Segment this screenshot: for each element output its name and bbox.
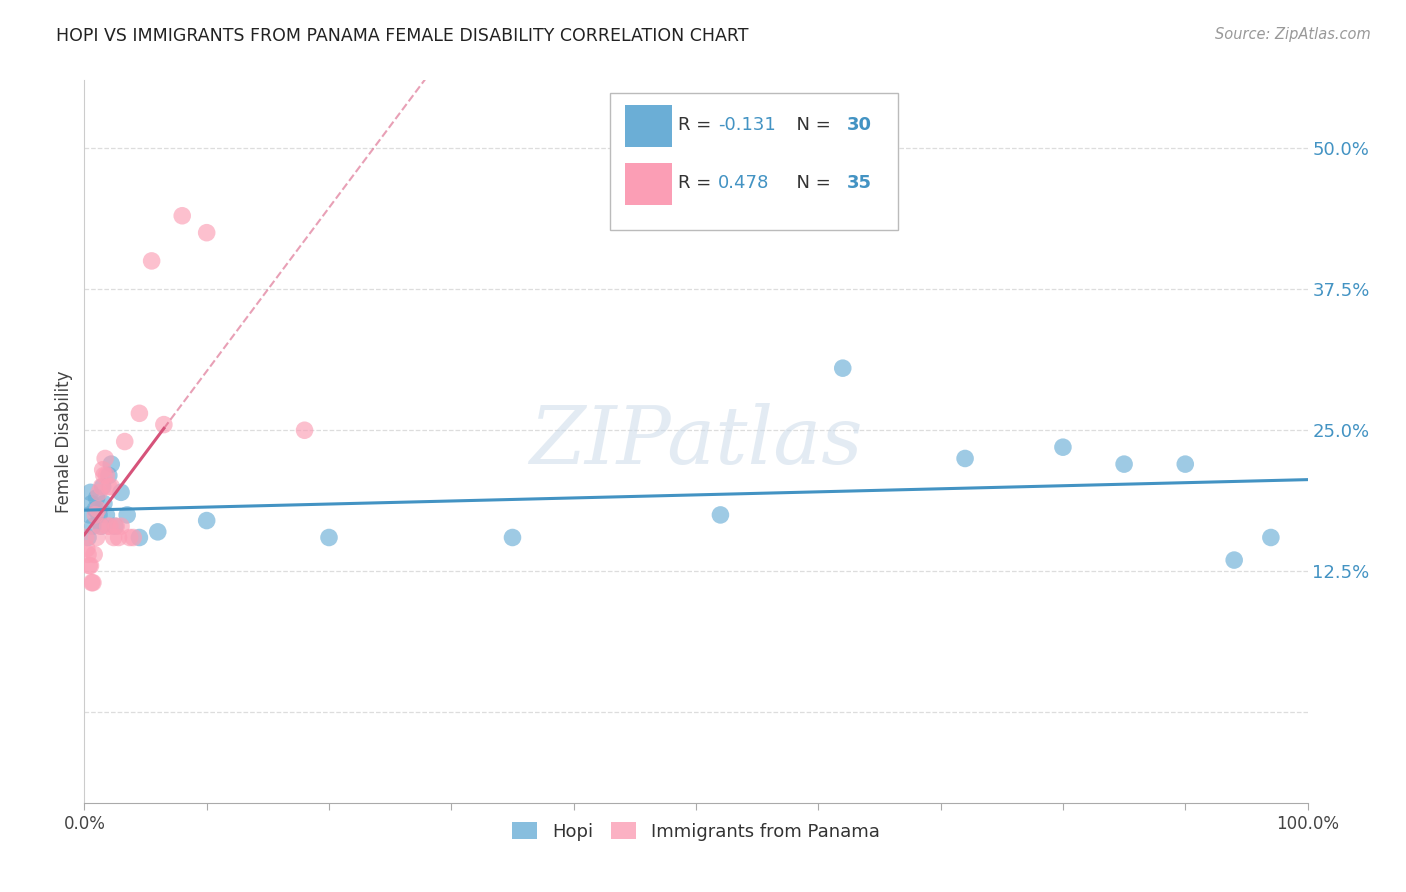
Text: N =: N = [786, 174, 837, 192]
Point [172, 209, 194, 223]
Point [77, 508, 100, 522]
Point [1223, 553, 1246, 567]
Point [103, 531, 125, 545]
Text: ZIPatlas: ZIPatlas [529, 403, 863, 480]
Point [110, 485, 132, 500]
Point [96, 508, 118, 522]
Text: 0.478: 0.478 [718, 174, 769, 192]
Point [146, 524, 169, 539]
Point [77, 558, 100, 573]
Point [1052, 440, 1074, 454]
Text: HOPI VS IMMIGRANTS FROM PANAMA FEMALE DISABILITY CORRELATION CHART: HOPI VS IMMIGRANTS FROM PANAMA FEMALE DI… [56, 27, 749, 45]
Point [96, 468, 118, 483]
Point [76, 541, 98, 556]
Point [90, 480, 112, 494]
Point [82, 519, 104, 533]
Point [128, 406, 150, 420]
FancyBboxPatch shape [626, 105, 672, 147]
Point [98, 519, 121, 533]
Point [77, 548, 100, 562]
Legend: Hopi, Immigrants from Panama: Hopi, Immigrants from Panama [505, 814, 887, 848]
Point [93, 497, 115, 511]
Point [91, 463, 114, 477]
Point [110, 519, 132, 533]
Point [100, 480, 122, 494]
Point [79, 485, 101, 500]
Point [318, 531, 340, 545]
Point [87, 508, 110, 522]
Point [831, 361, 853, 376]
Point [100, 457, 122, 471]
Point [122, 531, 145, 545]
Point [86, 491, 108, 505]
Point [75, 531, 97, 545]
Point [84, 508, 107, 522]
FancyBboxPatch shape [626, 162, 672, 204]
Text: N =: N = [786, 116, 837, 134]
Text: 35: 35 [846, 174, 872, 192]
Point [1260, 531, 1282, 545]
Point [97, 468, 120, 483]
Text: 30: 30 [846, 116, 872, 134]
Text: R =: R = [678, 116, 717, 134]
Point [294, 423, 316, 437]
Point [87, 502, 110, 516]
Point [502, 531, 524, 545]
Y-axis label: Female Disability: Female Disability [55, 370, 73, 513]
Point [153, 417, 176, 432]
Point [195, 514, 218, 528]
Point [1174, 457, 1197, 471]
Point [709, 508, 731, 522]
Point [1114, 457, 1136, 471]
Point [90, 519, 112, 533]
Point [128, 531, 150, 545]
Point [195, 226, 218, 240]
Point [83, 548, 105, 562]
Point [82, 575, 104, 590]
Point [91, 480, 114, 494]
Point [84, 502, 107, 516]
Point [79, 558, 101, 573]
Point [141, 253, 163, 268]
Text: R =: R = [678, 174, 717, 192]
FancyBboxPatch shape [610, 93, 898, 230]
Point [80, 497, 103, 511]
Point [93, 468, 115, 483]
Point [87, 485, 110, 500]
Text: Source: ZipAtlas.com: Source: ZipAtlas.com [1215, 27, 1371, 42]
Point [118, 531, 141, 545]
Point [97, 519, 120, 533]
Point [115, 508, 138, 522]
Point [107, 531, 129, 545]
Point [97, 480, 120, 494]
Point [105, 519, 128, 533]
Point [86, 531, 108, 545]
Point [114, 434, 136, 449]
Point [94, 451, 117, 466]
Point [80, 575, 103, 590]
Point [104, 519, 127, 533]
Point [77, 531, 100, 545]
Text: -0.131: -0.131 [718, 116, 776, 134]
Point [953, 451, 976, 466]
Point [89, 519, 111, 533]
